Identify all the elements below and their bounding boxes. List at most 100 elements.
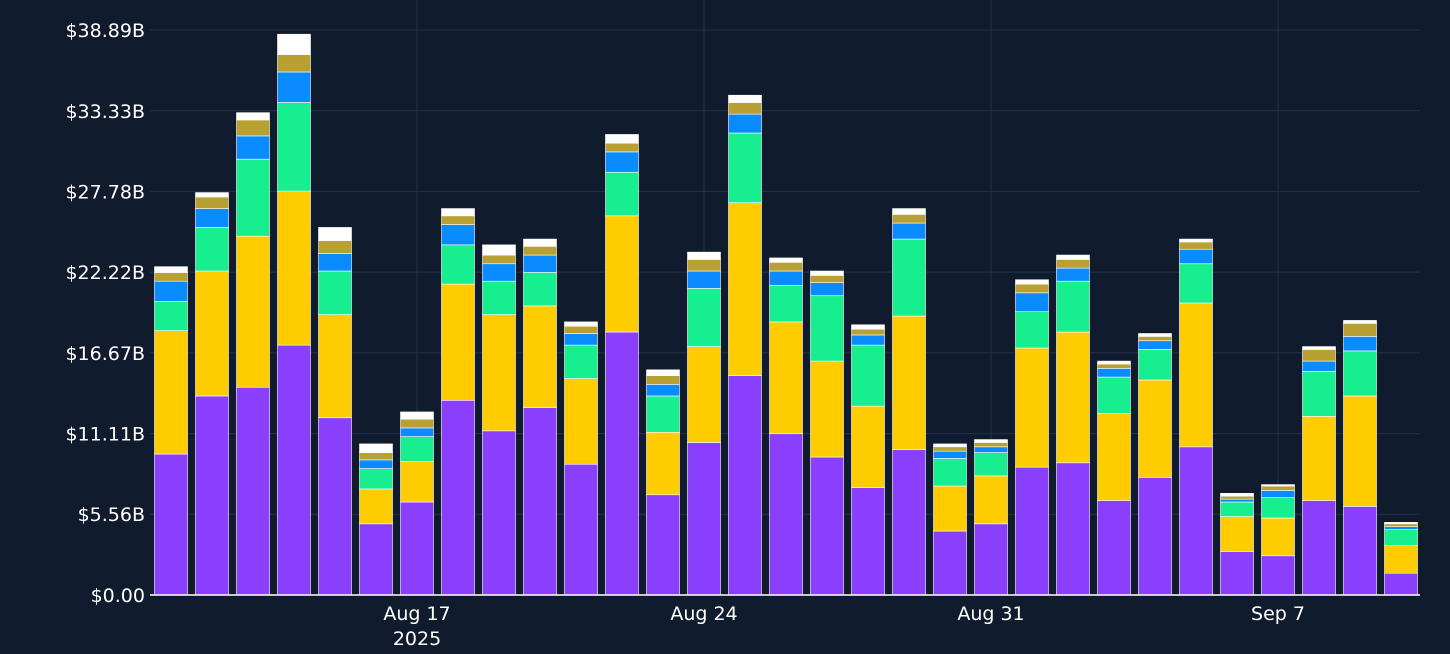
bar-segment [1261,555,1295,596]
bar-segment [687,346,721,443]
bar-segment [482,254,516,265]
bar-segment [400,427,434,437]
bar-segment [1097,363,1131,369]
bar-segment [482,280,516,315]
bar-segment [851,334,885,346]
bar-segment [646,369,680,376]
bar-segment [1138,340,1172,350]
bar-segment [892,238,926,317]
bar-segment [687,259,721,272]
bar-segment [1015,292,1049,313]
y-tick-label: $27.78B [65,181,145,203]
bar-segment [1261,490,1295,498]
x-tick-year-label: 2025 [393,628,441,650]
bar-segment [810,282,844,297]
bar-segment [359,523,393,596]
bar-segment [1138,349,1172,381]
bar-segment [1343,395,1377,507]
bar-segment [277,71,311,103]
bar-segment [769,433,803,596]
bar-segment [851,344,885,407]
bar-segment [564,333,598,346]
bar-segment [1056,331,1090,464]
bar-segment [482,263,516,282]
x-tick-label: Aug 31 [957,603,1024,625]
bar-segment [1384,545,1418,574]
bar-segment [523,305,557,408]
bar-segment [400,436,434,462]
bar-segment [195,196,229,209]
bar-segment [1138,336,1172,342]
bar-segment [1343,320,1377,324]
bar-segment [933,446,967,452]
bar-segment [359,443,393,453]
y-tick-label: $11.11B [65,424,145,446]
bar-segment [1056,267,1090,282]
bar-segment [1179,238,1213,243]
bar-segment [523,272,557,307]
bar-segment [892,222,926,240]
bar-segment [605,151,639,173]
bar-segment [1056,462,1090,596]
bar-segment [1097,413,1131,501]
bar-segment [974,446,1008,453]
bar-segment [564,325,598,334]
bar-segment [1302,346,1336,350]
bar-segment [195,208,229,228]
bar-segment [1302,500,1336,596]
y-tick-label: $33.33B [65,101,145,123]
bar-segment [564,463,598,596]
bar-segment [851,487,885,596]
bar-segment [318,314,352,419]
bar-segment [1056,259,1090,269]
bar-segment [1384,522,1418,525]
y-tick-label: $38.89B [65,20,145,42]
bar-segment [195,270,229,397]
bar-segment [1343,506,1377,596]
bar-segment [154,272,188,282]
bar-segment [154,453,188,596]
bar-segment [1220,551,1254,596]
bar-segment [605,134,639,144]
bar-segment [810,295,844,362]
bar-segment [1097,368,1131,378]
bar-segment [646,384,680,397]
bar-segment [1261,484,1295,487]
bar-segment [728,375,762,596]
bar-segment [236,135,270,160]
bar-segment [523,254,557,273]
bar-segment [1138,477,1172,596]
bar-segment [277,344,311,596]
bar-segment [1179,302,1213,448]
bar-segment [318,270,352,315]
bar-segment [728,94,762,103]
bar-segment [851,328,885,336]
bar-segment [441,283,475,401]
bar-segment [1015,311,1049,349]
bar-segment [400,418,434,429]
bar-segment [441,224,475,246]
bar-segment [564,344,598,379]
bar-segment [1097,360,1131,365]
bar-segment [482,314,516,432]
bar-segment [687,442,721,596]
bar-segment [933,443,967,448]
bars-layer [154,33,1418,596]
bar-segment [933,485,967,532]
bar-segment [1015,466,1049,596]
bar-segment [441,208,475,217]
bar-segment [1220,495,1254,500]
bar-segment [1056,280,1090,333]
bar-segment [810,275,844,283]
bar-segment [1220,498,1254,503]
bar-segment [933,450,967,459]
bar-segment [728,132,762,204]
bar-segment [564,321,598,327]
bar-segment [974,452,1008,477]
bar-segment [1220,516,1254,552]
bar-segment [769,262,803,272]
bar-segment [605,215,639,333]
axis-layer: $0.00 $5.56B $11.11B $16.67B $22.22B $27.78B $… [65,20,1420,650]
bar-segment [236,235,270,388]
y-tick-label: $22.22B [65,262,145,284]
